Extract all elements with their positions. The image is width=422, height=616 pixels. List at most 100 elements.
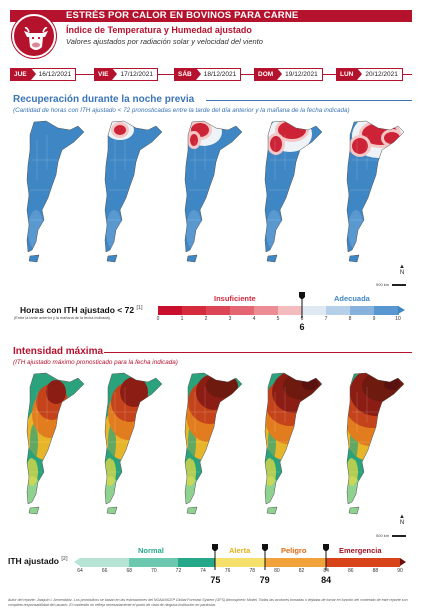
ith-legend-swatch xyxy=(227,558,241,567)
recovery-legend-tick: 2 xyxy=(204,316,208,322)
ith-legend-swatch xyxy=(129,558,143,567)
ith-legend-swatch xyxy=(153,558,167,567)
recovery-legend-note: (Entre la tarde anterior y la mañana de … xyxy=(14,316,110,320)
section-intensity-title: Intensidad máxima xyxy=(13,346,104,357)
recovery-map xyxy=(12,120,90,270)
normal-label: Normal xyxy=(138,546,164,555)
ith-legend-tick: 66 xyxy=(101,568,108,574)
recovery-legend-tick: 0 xyxy=(156,316,160,322)
section-recovery-subtitle: (Cantidad de horas con ITH ajustado < 72… xyxy=(13,107,350,114)
section-divider xyxy=(104,352,412,353)
recovery-legend-tick: 1 xyxy=(180,316,184,322)
date-day: SÁB xyxy=(174,68,201,81)
ith-legend-swatch xyxy=(178,558,192,567)
ith-legend-swatch xyxy=(264,558,278,567)
ith-legend-swatch xyxy=(141,558,155,567)
ith-legend-tick: 78 xyxy=(249,568,256,574)
recovery-legend-swatch xyxy=(350,306,375,315)
report-footer: Autor del reporte: Joaquín I. Armendáriz… xyxy=(8,598,408,607)
date-chip: JUE 16/12/2021 xyxy=(10,68,77,81)
date-value: 19/12/2021 xyxy=(277,68,323,81)
ith-legend-swatch xyxy=(363,558,376,567)
date-day: DOM xyxy=(254,68,283,81)
alert-label: Alerta xyxy=(229,546,251,555)
date-day: JUE xyxy=(10,68,36,81)
ith-legend-swatch xyxy=(252,558,266,567)
scale-bar: 500 km xyxy=(376,282,407,287)
ith-legend-swatch xyxy=(203,558,216,567)
scale-bar-label: 500 km xyxy=(376,282,390,287)
recovery-legend-tick: 7 xyxy=(324,316,328,322)
argentina-map xyxy=(26,120,85,263)
ith-legend-swatch xyxy=(375,558,389,567)
recovery-legend-swatch xyxy=(374,306,399,315)
argentina-map xyxy=(104,120,163,263)
argentina-map xyxy=(264,372,323,515)
report-subtitle: Índice de Temperatura y Humedad ajustado xyxy=(66,25,252,35)
report-description: Valores ajustados por radiación solar y … xyxy=(66,37,263,46)
recovery-map xyxy=(332,120,410,270)
threshold-value: 6 xyxy=(299,322,305,332)
recovery-legend-ref: [1] xyxy=(136,305,143,312)
threshold-value: 84 xyxy=(321,575,332,585)
ith-legend-swatch xyxy=(301,558,315,567)
recovery-legend-tick: 4 xyxy=(252,316,256,322)
legend-arrow-icon xyxy=(398,306,405,314)
intensity-map xyxy=(12,372,90,522)
recovery-legend-tick: 8 xyxy=(348,316,352,322)
intensity-map xyxy=(90,372,168,522)
section-recovery-title: Recuperación durante la noche previa xyxy=(13,94,195,105)
intensity-map xyxy=(170,372,248,522)
recovery-legend-tick: 10 xyxy=(395,316,401,322)
section-intensity-subtitle: (ITH ajustado máximo pronosticado para l… xyxy=(13,359,178,366)
ith-legend-swatch xyxy=(166,558,179,567)
ith-legend-swatch xyxy=(104,558,118,567)
recovery-legend-tick: 3 xyxy=(228,316,232,322)
ith-legend-tick: 64 xyxy=(77,568,83,574)
date-chip: DOM 19/12/2021 xyxy=(254,68,323,81)
ith-legend-swatch xyxy=(338,558,352,567)
intensity-map xyxy=(332,372,410,522)
legend-arrow-icon xyxy=(74,558,80,566)
threshold-marker-icon xyxy=(323,544,330,575)
ith-legend-swatch xyxy=(190,558,204,567)
recovery-map xyxy=(250,120,328,270)
date-value: 20/12/2021 xyxy=(357,68,403,81)
recovery-legend-swatch xyxy=(326,306,351,315)
ith-legend-swatch xyxy=(92,558,106,567)
argentina-map xyxy=(264,120,323,263)
adequate-label: Adecuada xyxy=(334,294,370,303)
ith-legend-swatch xyxy=(289,558,303,567)
ith-legend-tick: 80 xyxy=(274,568,280,574)
recovery-map xyxy=(170,120,248,270)
date-day: VIE xyxy=(94,68,119,81)
ith-legend-tick: 76 xyxy=(224,568,231,574)
argentina-map xyxy=(184,372,243,515)
recovery-legend-tick: 6 xyxy=(300,316,304,322)
argentina-map xyxy=(184,120,243,263)
north-arrow-icon: ▲ N xyxy=(399,514,405,526)
recovery-map xyxy=(90,120,168,270)
date-day: LUN xyxy=(336,68,363,81)
ith-legend-ref: [2] xyxy=(61,556,68,563)
date-chip: SÁB 18/12/2021 xyxy=(174,68,242,81)
threshold-marker-icon xyxy=(212,544,219,575)
ith-legend-swatch xyxy=(240,558,253,567)
ith-legend-swatch xyxy=(313,558,327,567)
insufficient-label: Insuficiente xyxy=(214,294,256,303)
argentina-map xyxy=(346,120,405,263)
emergency-label: Emergencia xyxy=(339,546,382,555)
ith-legend-tick: 84 xyxy=(323,568,329,574)
recovery-legend-swatch xyxy=(182,306,207,315)
recovery-legend-tick: 5 xyxy=(276,316,280,322)
date-value: 17/12/2021 xyxy=(112,68,159,81)
ith-legend-tick: 68 xyxy=(126,568,132,574)
ith-legend-tick: 88 xyxy=(372,568,379,574)
ith-legend-tick: 74 xyxy=(200,568,206,574)
recovery-legend-swatch xyxy=(230,306,255,315)
recovery-legend-swatch xyxy=(206,306,231,315)
ith-legend-swatch xyxy=(116,558,130,567)
recovery-legend-swatch xyxy=(254,306,279,315)
recovery-legend-label: Horas con ITH ajustado < 72 [1] xyxy=(20,305,143,315)
